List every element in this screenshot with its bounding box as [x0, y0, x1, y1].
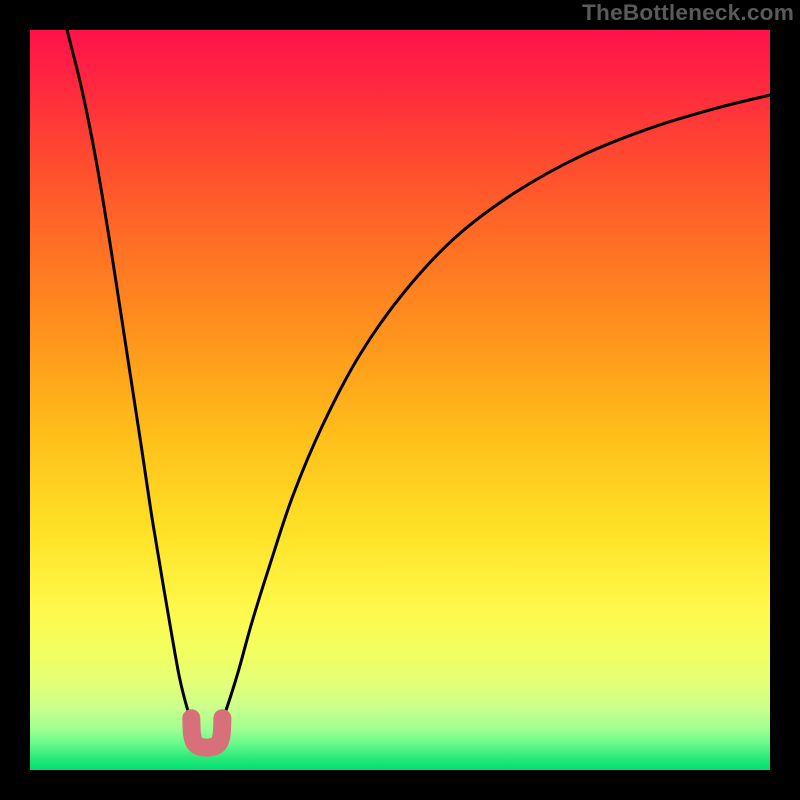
watermark-text: TheBottleneck.com — [582, 0, 794, 26]
right-curve — [221, 95, 770, 724]
left-curve — [67, 30, 193, 724]
valley-marker — [191, 718, 222, 747]
chart-container: TheBottleneck.com — [0, 0, 800, 800]
curves-layer — [0, 0, 800, 800]
